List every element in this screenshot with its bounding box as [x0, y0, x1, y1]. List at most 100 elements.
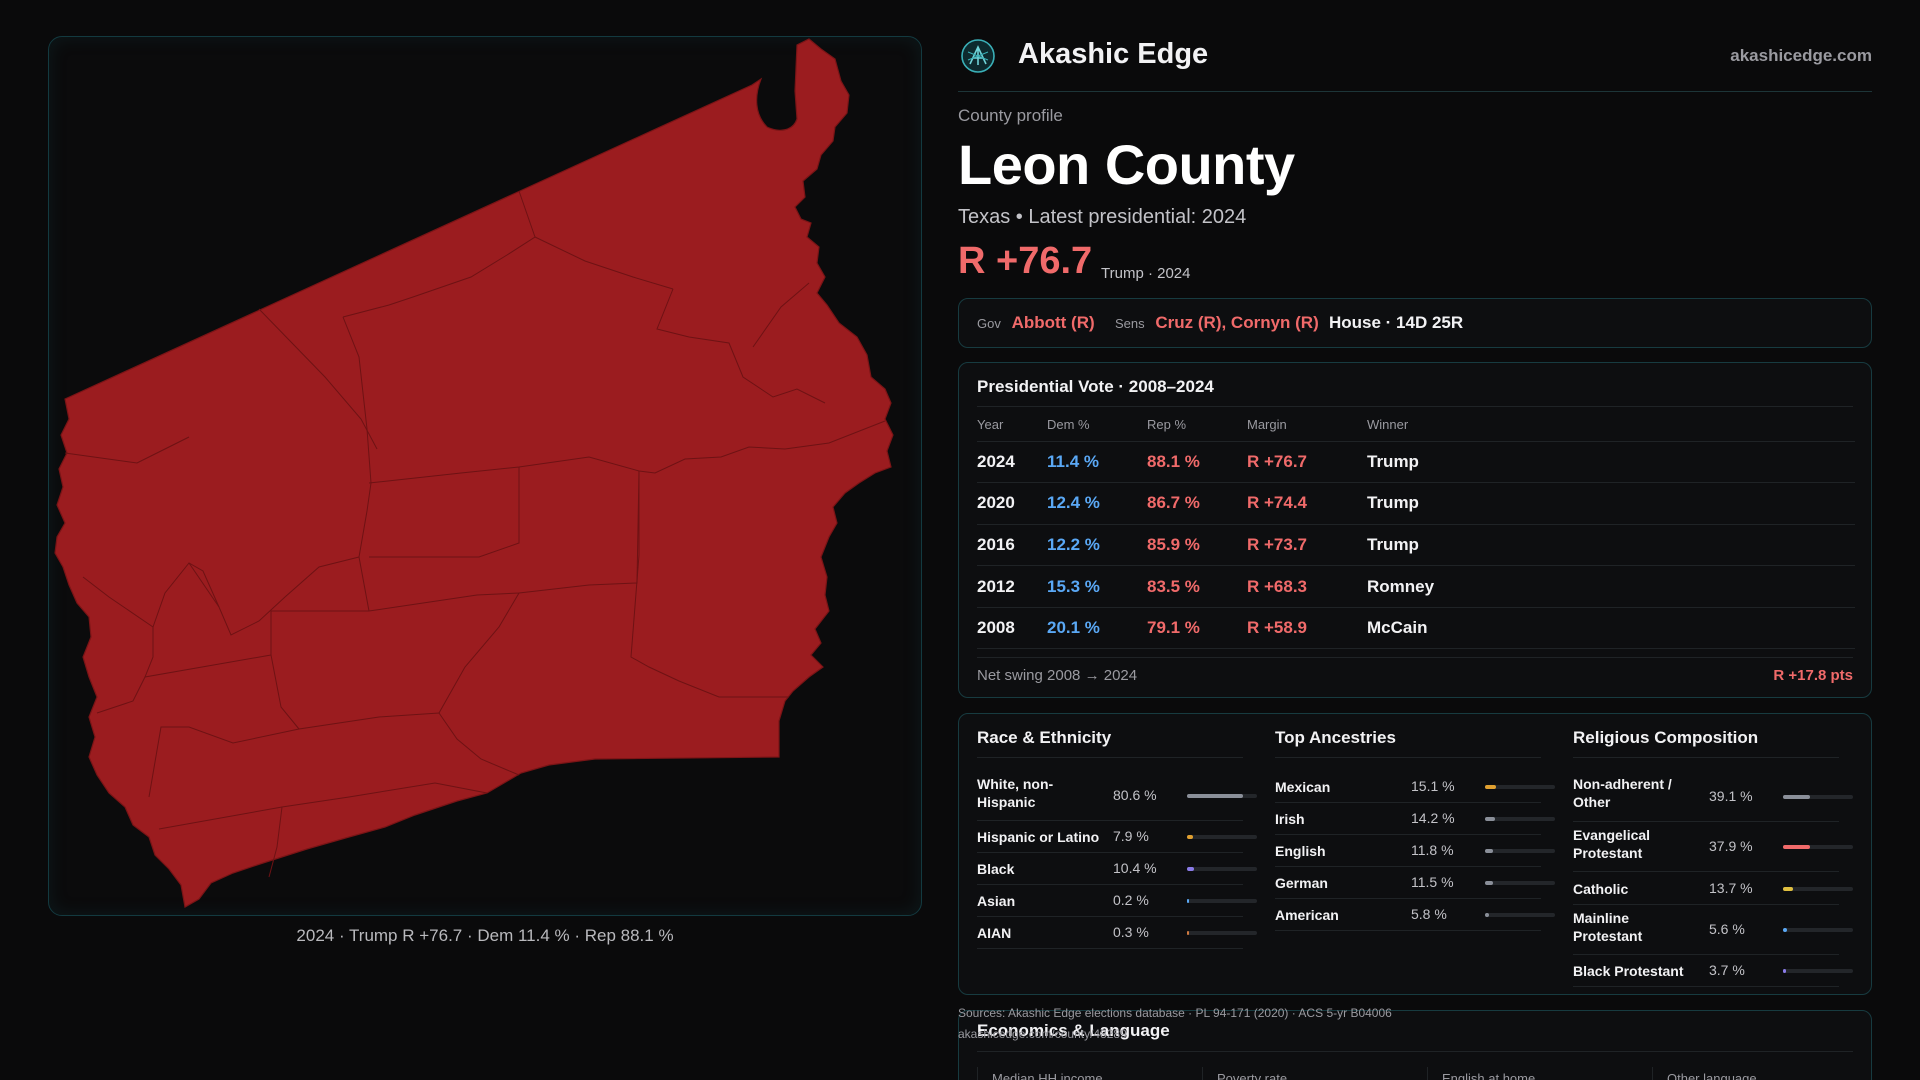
header-winner: Winner — [1367, 409, 1855, 442]
race-row-value: 7.9 % — [1113, 828, 1149, 844]
religion-row: Black Protestant 3.7 % — [1573, 955, 1853, 987]
cell-winner: Romney — [1367, 565, 1855, 608]
akashic-logo-icon — [961, 39, 995, 73]
governor-label: Gov — [977, 316, 1001, 331]
race-row-bar-fill — [1187, 794, 1244, 798]
religion-row-label: Black Protestant — [1573, 963, 1684, 979]
religion-row-bar-fill — [1783, 969, 1786, 973]
ancestry-row-bar-fill — [1485, 785, 1496, 789]
cell-year: 2016 — [977, 524, 1047, 567]
economics-card: Economics & Language Median HH income Po… — [958, 1010, 1872, 1080]
race-row-bar-fill — [1187, 931, 1189, 935]
demographics-card: Race & Ethnicity White, non-Hispanic 80.6… — [958, 713, 1872, 995]
ancestries-title: Top Ancestries — [1275, 728, 1396, 747]
cell-winner: McCain — [1367, 607, 1855, 650]
race-row-bar-track — [1187, 899, 1257, 903]
presidential-title: Presidential Vote · 2008–2024 — [977, 377, 1214, 396]
ancestry-row-bar-track — [1485, 913, 1555, 917]
religion-row-label: Mainline Protestant — [1573, 910, 1643, 944]
race-row-bar-track — [1187, 835, 1257, 839]
race-row-bar-fill — [1187, 899, 1189, 903]
cell-year: 2020 — [977, 482, 1047, 525]
cell-year: 2024 — [977, 441, 1047, 484]
header-margin: Margin — [1247, 409, 1367, 442]
ancestry-row-label: German — [1275, 875, 1328, 891]
senators-group: Sens Cruz (R), Cornyn (R) — [1115, 313, 1319, 333]
presidential-table: Year Dem % Rep % Margin Winner 2024 11.4… — [977, 409, 1855, 650]
econ-metric-other-lang: Other language — [1667, 1071, 1757, 1080]
race-row-bar-track — [1187, 794, 1257, 798]
religion-row-bar-track — [1783, 794, 1853, 799]
profile-eyebrow: County profile — [958, 106, 1063, 125]
race-row-label: Black — [977, 861, 1015, 877]
ancestry-row: Irish 14.2 % — [1275, 803, 1555, 835]
ancestry-row-label: Mexican — [1275, 779, 1331, 795]
religion-row-label: Catholic — [1573, 880, 1629, 897]
race-row-bar-fill — [1187, 835, 1193, 839]
county-shape[interactable] — [54, 38, 894, 908]
race-row-value: 0.2 % — [1113, 892, 1149, 908]
ancestry-row-label: Irish — [1275, 811, 1305, 827]
religion-row: Non-adherent / Other 39.1 % — [1573, 771, 1853, 822]
county-url-fragment[interactable]: akashicedge.com/county/48289 — [958, 1027, 1127, 1041]
cell-rep: 83.5 % — [1147, 565, 1247, 608]
religion-row: Evangelical Protestant 37.9 % — [1573, 822, 1853, 872]
county-title: Leon County — [958, 133, 1295, 196]
ancestry-row-value: 15.1 % — [1411, 778, 1455, 794]
house-value: House · 14D 25R — [1329, 313, 1464, 332]
table-row: 2008 20.1 % 79.1 % R +58.9 McCain — [977, 607, 1855, 650]
county-map-panel — [48, 36, 922, 916]
cell-rep: 88.1 % — [1147, 441, 1247, 484]
ancestry-row-label: English — [1275, 843, 1326, 859]
race-row-bar-track — [1187, 867, 1257, 871]
ancestry-row-value: 14.2 % — [1411, 810, 1455, 826]
religion-row-bar-fill — [1783, 845, 1810, 849]
officials-bar: Gov Abbott (R) Sens Cruz (R), Cornyn (R)… — [958, 298, 1872, 348]
precinct-boundaries — [64, 190, 886, 878]
religion-row-bar-fill — [1783, 794, 1811, 799]
race-row-bar-track — [1187, 931, 1257, 935]
religion-row-label: Evangelical Protestant — [1573, 827, 1651, 861]
brand-url-link[interactable]: akashicedge.com — [1730, 46, 1872, 65]
ancestry-row: German 11.5 % — [1275, 867, 1555, 899]
sources-note: Sources: Akashic Edge elections database… — [958, 1006, 1392, 1020]
race-row-value: 0.3 % — [1113, 924, 1149, 940]
brand-name: Akashic Edge — [1018, 38, 1209, 70]
header-rep: Rep % — [1147, 409, 1247, 442]
cell-margin: R +73.7 — [1247, 524, 1367, 567]
cell-margin: R +74.4 — [1247, 482, 1367, 525]
ancestry-row-value: 5.8 % — [1411, 906, 1447, 922]
senators-label: Sens — [1115, 316, 1145, 331]
ancestry-row-value: 11.5 % — [1411, 874, 1454, 890]
ancestry-row: English 11.8 % — [1275, 835, 1555, 867]
race-row: White, non-Hispanic 80.6 % — [977, 771, 1257, 821]
county-map[interactable] — [49, 37, 922, 916]
race-row-label: Asian — [977, 893, 1016, 909]
cell-dem: 20.1 % — [1047, 607, 1147, 650]
map-caption: 2024 · Trump R +76.7 · Dem 11.4 % · Rep … — [296, 926, 674, 945]
table-row: 2020 12.4 % 86.7 % R +74.4 Trump — [977, 482, 1855, 525]
header-dem: Dem % — [1047, 409, 1147, 442]
race-row: Black 10.4 % — [977, 853, 1257, 885]
county-subline: Texas • Latest presidential: 2024 — [958, 206, 1247, 228]
table-row: 2024 11.4 % 88.1 % R +76.7 Trump — [977, 441, 1855, 484]
religion-row-bar-fill — [1783, 928, 1787, 932]
econ-metric-english: English at home — [1442, 1071, 1536, 1080]
economics-title: Economics & Language — [977, 1021, 1170, 1040]
religion-row-value: 5.6 % — [1709, 921, 1745, 937]
cell-year: 2008 — [977, 607, 1047, 650]
ancestry-row-bar-fill — [1485, 881, 1494, 885]
ancestry-row-label: American — [1275, 907, 1339, 923]
net-swing-label: Net swing 2008 → 2024 — [977, 667, 1138, 684]
race-row: AIAN 0.3 % — [977, 917, 1257, 949]
ancestry-row-bar-track — [1485, 785, 1555, 789]
religion-row-bar-track — [1783, 969, 1853, 973]
race-row-bar-fill — [1187, 867, 1195, 871]
race-row: Asian 0.2 % — [977, 885, 1257, 917]
latest-margin: R +76.7 — [958, 240, 1093, 282]
governor-group: Gov Abbott (R) — [977, 313, 1095, 333]
ancestry-row-bar-track — [1485, 881, 1555, 885]
ancestry-row-bar-track — [1485, 849, 1555, 853]
race-row-label: White, non-Hispanic — [977, 776, 1054, 810]
presidential-header-row: Year Dem % Rep % Margin Winner — [977, 409, 1855, 442]
